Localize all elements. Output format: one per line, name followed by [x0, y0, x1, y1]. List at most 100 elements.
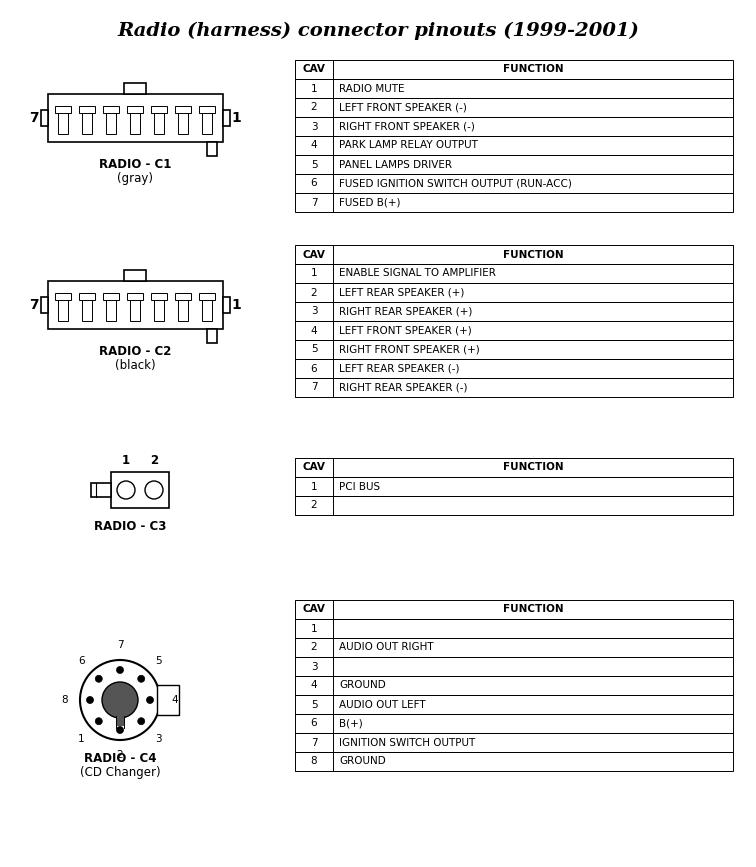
Bar: [295, 752, 733, 771]
Text: 1: 1: [311, 623, 318, 634]
Bar: [178, 106, 187, 134]
Circle shape: [86, 696, 94, 703]
Bar: [295, 496, 733, 515]
Bar: [295, 619, 733, 638]
Text: FUSED IGNITION SWITCH OUTPUT (RUN-ACC): FUSED IGNITION SWITCH OUTPUT (RUN-ACC): [339, 179, 572, 188]
Bar: [295, 477, 733, 496]
Bar: [58, 106, 68, 134]
Bar: [124, 270, 146, 281]
Text: RIGHT REAR SPEAKER (-): RIGHT REAR SPEAKER (-): [339, 382, 467, 393]
Text: 8: 8: [62, 695, 68, 705]
Bar: [295, 600, 733, 619]
Text: CAV: CAV: [302, 462, 325, 473]
Bar: [48, 281, 222, 329]
Bar: [130, 293, 140, 321]
Text: 4: 4: [311, 325, 318, 336]
Bar: [295, 117, 733, 136]
Text: 8: 8: [311, 757, 318, 766]
Text: RADIO - C2: RADIO - C2: [99, 345, 171, 358]
Circle shape: [117, 481, 135, 499]
Bar: [199, 106, 215, 113]
Bar: [116, 716, 124, 726]
Bar: [295, 155, 733, 174]
Bar: [295, 676, 733, 695]
Bar: [58, 293, 68, 321]
Bar: [154, 106, 164, 134]
Text: IGNITION SWITCH OUTPUT: IGNITION SWITCH OUTPUT: [339, 738, 476, 747]
Bar: [127, 293, 143, 300]
Bar: [295, 657, 733, 676]
Circle shape: [80, 660, 160, 740]
Bar: [295, 321, 733, 340]
Text: 2: 2: [311, 500, 318, 511]
Bar: [295, 714, 733, 733]
Text: 1: 1: [311, 83, 318, 94]
Text: PANEL LAMPS DRIVER: PANEL LAMPS DRIVER: [339, 160, 452, 170]
Bar: [222, 110, 230, 126]
Bar: [202, 293, 212, 321]
Bar: [222, 297, 230, 313]
Text: (black): (black): [115, 359, 155, 372]
Text: 3: 3: [311, 121, 318, 132]
Bar: [295, 136, 733, 155]
Text: 7: 7: [311, 738, 318, 747]
Bar: [295, 638, 733, 657]
Text: 1: 1: [231, 298, 241, 312]
Text: 2: 2: [150, 454, 158, 467]
Text: 6: 6: [311, 363, 318, 374]
Text: GROUND: GROUND: [339, 681, 386, 690]
Bar: [55, 106, 71, 113]
Bar: [295, 733, 733, 752]
Bar: [295, 359, 733, 378]
Text: RADIO - C4: RADIO - C4: [84, 752, 156, 765]
Text: PARK LAMP RELAY OUTPUT: PARK LAMP RELAY OUTPUT: [339, 140, 478, 151]
Text: 4: 4: [311, 681, 318, 690]
Text: 1: 1: [311, 269, 318, 278]
Text: GROUND: GROUND: [339, 757, 386, 766]
Bar: [82, 106, 92, 134]
Bar: [295, 174, 733, 193]
Circle shape: [95, 718, 102, 725]
Text: (gray): (gray): [117, 172, 153, 185]
Bar: [106, 106, 116, 134]
Text: FUNCTION: FUNCTION: [503, 462, 563, 473]
Bar: [55, 293, 71, 300]
Bar: [103, 293, 119, 300]
Bar: [295, 458, 733, 477]
Bar: [79, 293, 95, 300]
Bar: [295, 283, 733, 302]
Text: FUNCTION: FUNCTION: [503, 250, 563, 259]
Text: RIGHT FRONT SPEAKER (+): RIGHT FRONT SPEAKER (+): [339, 344, 480, 355]
Text: LEFT FRONT SPEAKER (+): LEFT FRONT SPEAKER (+): [339, 325, 472, 336]
Circle shape: [116, 727, 123, 733]
Circle shape: [138, 675, 144, 682]
Text: 5: 5: [311, 160, 318, 170]
Text: 3: 3: [311, 662, 318, 672]
Text: FUNCTION: FUNCTION: [503, 64, 563, 75]
Bar: [157, 685, 179, 715]
Text: PCI BUS: PCI BUS: [339, 481, 380, 492]
Bar: [175, 106, 191, 113]
Circle shape: [102, 682, 138, 718]
Bar: [295, 98, 733, 117]
Text: 5: 5: [311, 700, 318, 709]
Bar: [295, 264, 733, 283]
Text: 7: 7: [311, 198, 318, 207]
Bar: [130, 106, 140, 134]
Text: 7: 7: [29, 298, 39, 312]
Bar: [295, 378, 733, 397]
Text: 5: 5: [311, 344, 318, 355]
Bar: [41, 110, 48, 126]
Bar: [295, 60, 733, 79]
Bar: [154, 293, 164, 321]
Text: 1: 1: [231, 111, 241, 125]
Text: 1: 1: [311, 481, 318, 492]
Text: LEFT REAR SPEAKER (+): LEFT REAR SPEAKER (+): [339, 288, 464, 297]
Text: 6: 6: [78, 656, 85, 666]
Bar: [111, 472, 169, 508]
Text: 3: 3: [311, 307, 318, 316]
Text: RADIO - C3: RADIO - C3: [94, 520, 166, 533]
Bar: [206, 329, 216, 343]
Bar: [127, 106, 143, 113]
Text: 1: 1: [78, 733, 85, 744]
